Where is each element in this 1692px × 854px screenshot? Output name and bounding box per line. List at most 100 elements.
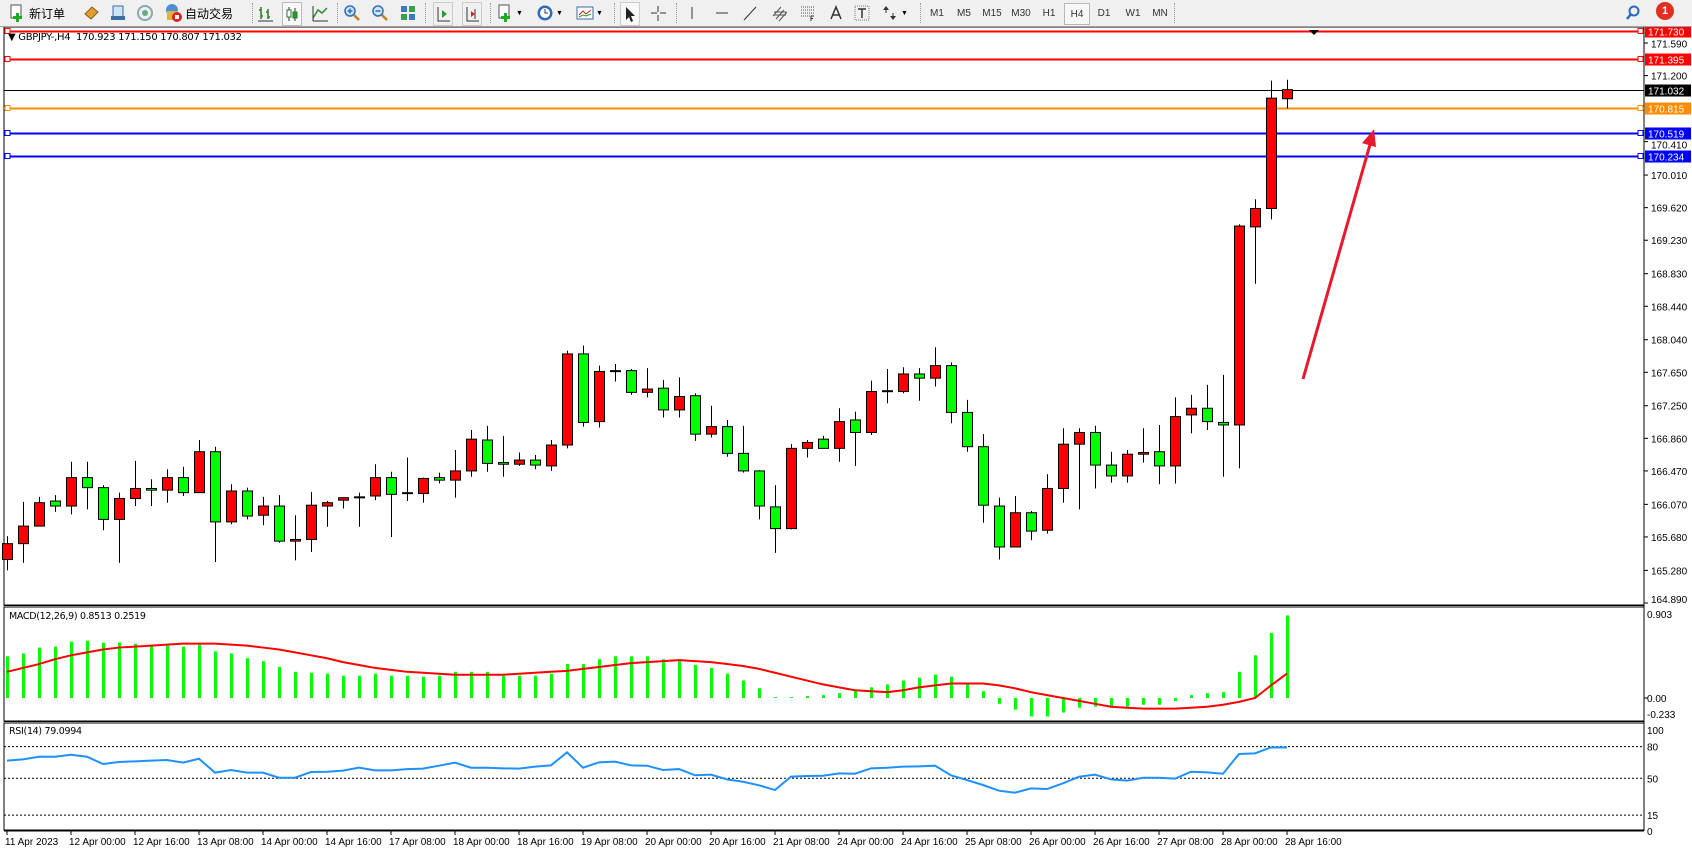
toolbar-separator (676, 3, 678, 23)
line-handle[interactable] (4, 56, 11, 62)
arrow-annotation-head-icon[interactable] (1362, 129, 1376, 148)
timeframe-m5[interactable]: M5 (957, 7, 971, 19)
candle-bearish (210, 451, 221, 523)
crosshair-button[interactable] (649, 2, 667, 24)
toolbar-separator (614, 3, 616, 23)
macd-histogram-bar (678, 660, 681, 698)
line-handle[interactable] (4, 130, 11, 136)
cursor-icon (621, 5, 639, 23)
macd-histogram-bar (550, 673, 553, 698)
line-handle[interactable] (1637, 28, 1644, 34)
collapse-triangle-icon[interactable]: ▼ (8, 32, 19, 43)
rsi-axis-label: 50 (1647, 774, 1659, 785)
price-axis-label: 170.410 (1651, 141, 1688, 152)
line-handle[interactable] (1637, 130, 1644, 136)
price-axis-label: 171.200 (1651, 72, 1688, 83)
data-window-button[interactable] (109, 2, 127, 24)
templates-button[interactable]: ▼ (576, 2, 603, 24)
price-line-label-box (1645, 25, 1691, 38)
equidistant-channel-button[interactable] (771, 2, 789, 24)
macd-histogram-bar (1142, 698, 1145, 705)
zoom-out-button[interactable] (371, 2, 389, 24)
arrows-button[interactable]: ▼ (881, 2, 908, 24)
time-axis-label: 12 Apr 00:00 (69, 837, 126, 848)
candlestick-button[interactable] (282, 2, 302, 26)
candle-bullish (354, 496, 365, 499)
fibonacci-button[interactable] (799, 2, 817, 24)
arrows-icon (881, 4, 899, 22)
rsi-label: RSI(14) 79.0994 (9, 726, 82, 737)
candle-bearish (1090, 431, 1101, 466)
macd-histogram-bar (838, 693, 841, 698)
macd-histogram-bar (790, 697, 793, 699)
candle-bullish (18, 525, 29, 545)
tile-windows-button[interactable] (399, 2, 417, 24)
line-chart-button[interactable] (311, 2, 329, 24)
candle-bullish (258, 505, 269, 516)
toolbar-separator (252, 3, 254, 23)
macd-histogram-bar (486, 671, 489, 698)
arrow-annotation-line[interactable] (1301, 140, 1373, 380)
candle-bullish (562, 353, 573, 446)
macd-histogram-bar (374, 673, 377, 698)
macd-histogram-bar (646, 656, 649, 698)
zoom-in-button[interactable] (343, 2, 361, 24)
search-button[interactable] (1624, 2, 1642, 24)
periods-button[interactable]: ▼ (536, 2, 563, 24)
line-handle[interactable] (1637, 56, 1644, 62)
line-handle[interactable] (1637, 105, 1644, 111)
chart-shift-marker-icon[interactable] (1309, 30, 1319, 35)
notification-badge[interactable]: 1 (1656, 2, 1674, 20)
indicators-button[interactable]: ▼ (496, 2, 523, 24)
text-button[interactable] (827, 2, 845, 24)
price-line-label: 171.395 (1648, 56, 1685, 67)
candle-bullish (514, 459, 525, 465)
auto-trading-button[interactable]: 自动交易 (163, 2, 233, 24)
chart-shift-button[interactable] (433, 2, 453, 26)
metaeditor-icon (82, 4, 100, 22)
macd-histogram-bar (150, 644, 153, 698)
timeframe-m30[interactable]: M30 (1011, 7, 1031, 19)
autoscroll-button[interactable] (462, 2, 482, 26)
rsi-axis-label: 0 (1647, 827, 1653, 838)
price-line-label: 171.032 (1648, 87, 1685, 98)
candle-bearish (738, 452, 749, 472)
price-axis-label: 165.680 (1651, 533, 1688, 544)
candle-bullish (930, 365, 941, 379)
macd-histogram-bar (1158, 698, 1161, 705)
timeframe-mn[interactable]: MN (1152, 7, 1168, 19)
time-axis-label: 21 Apr 08:00 (773, 837, 830, 848)
price-axis-label: 166.470 (1651, 467, 1688, 478)
signals-button[interactable] (136, 2, 154, 24)
vertical-line-button[interactable] (683, 2, 701, 24)
line-handle[interactable] (4, 105, 11, 111)
candle-bearish (626, 370, 637, 393)
macd-histogram-bar (1270, 633, 1273, 698)
timeframe-m1[interactable]: M1 (930, 7, 944, 19)
text-label-button[interactable] (853, 2, 871, 24)
bar-chart-button[interactable] (256, 2, 274, 24)
cursor-button[interactable] (620, 2, 640, 26)
candle-bullish (1122, 453, 1133, 477)
timeframe-h4[interactable]: H4 (1064, 3, 1090, 25)
metaeditor-button[interactable] (82, 2, 100, 24)
timeframe-m15[interactable]: M15 (982, 7, 1002, 19)
macd-histogram-bar (470, 671, 473, 698)
price-line-label-box (1645, 102, 1691, 115)
time-axis-label: 28 Apr 16:00 (1285, 837, 1342, 848)
timeframe-d1[interactable]: D1 (1097, 7, 1111, 19)
new-order-button[interactable]: 新订单 (8, 2, 65, 24)
horizontal-line-button[interactable] (713, 2, 731, 24)
time-axis-label: 24 Apr 16:00 (901, 837, 958, 848)
line-handle[interactable] (4, 28, 11, 34)
timeframe-h1[interactable]: H1 (1042, 7, 1056, 19)
macd-histogram-bar (422, 676, 425, 698)
trendline-button[interactable] (741, 2, 759, 24)
macd-histogram-bar (22, 653, 25, 698)
line-handle[interactable] (4, 153, 11, 159)
timeframe-w1[interactable]: W1 (1125, 7, 1141, 19)
macd-histogram-bar (310, 672, 313, 698)
time-axis-label: 25 Apr 08:00 (965, 837, 1022, 848)
line-handle[interactable] (1637, 153, 1644, 159)
